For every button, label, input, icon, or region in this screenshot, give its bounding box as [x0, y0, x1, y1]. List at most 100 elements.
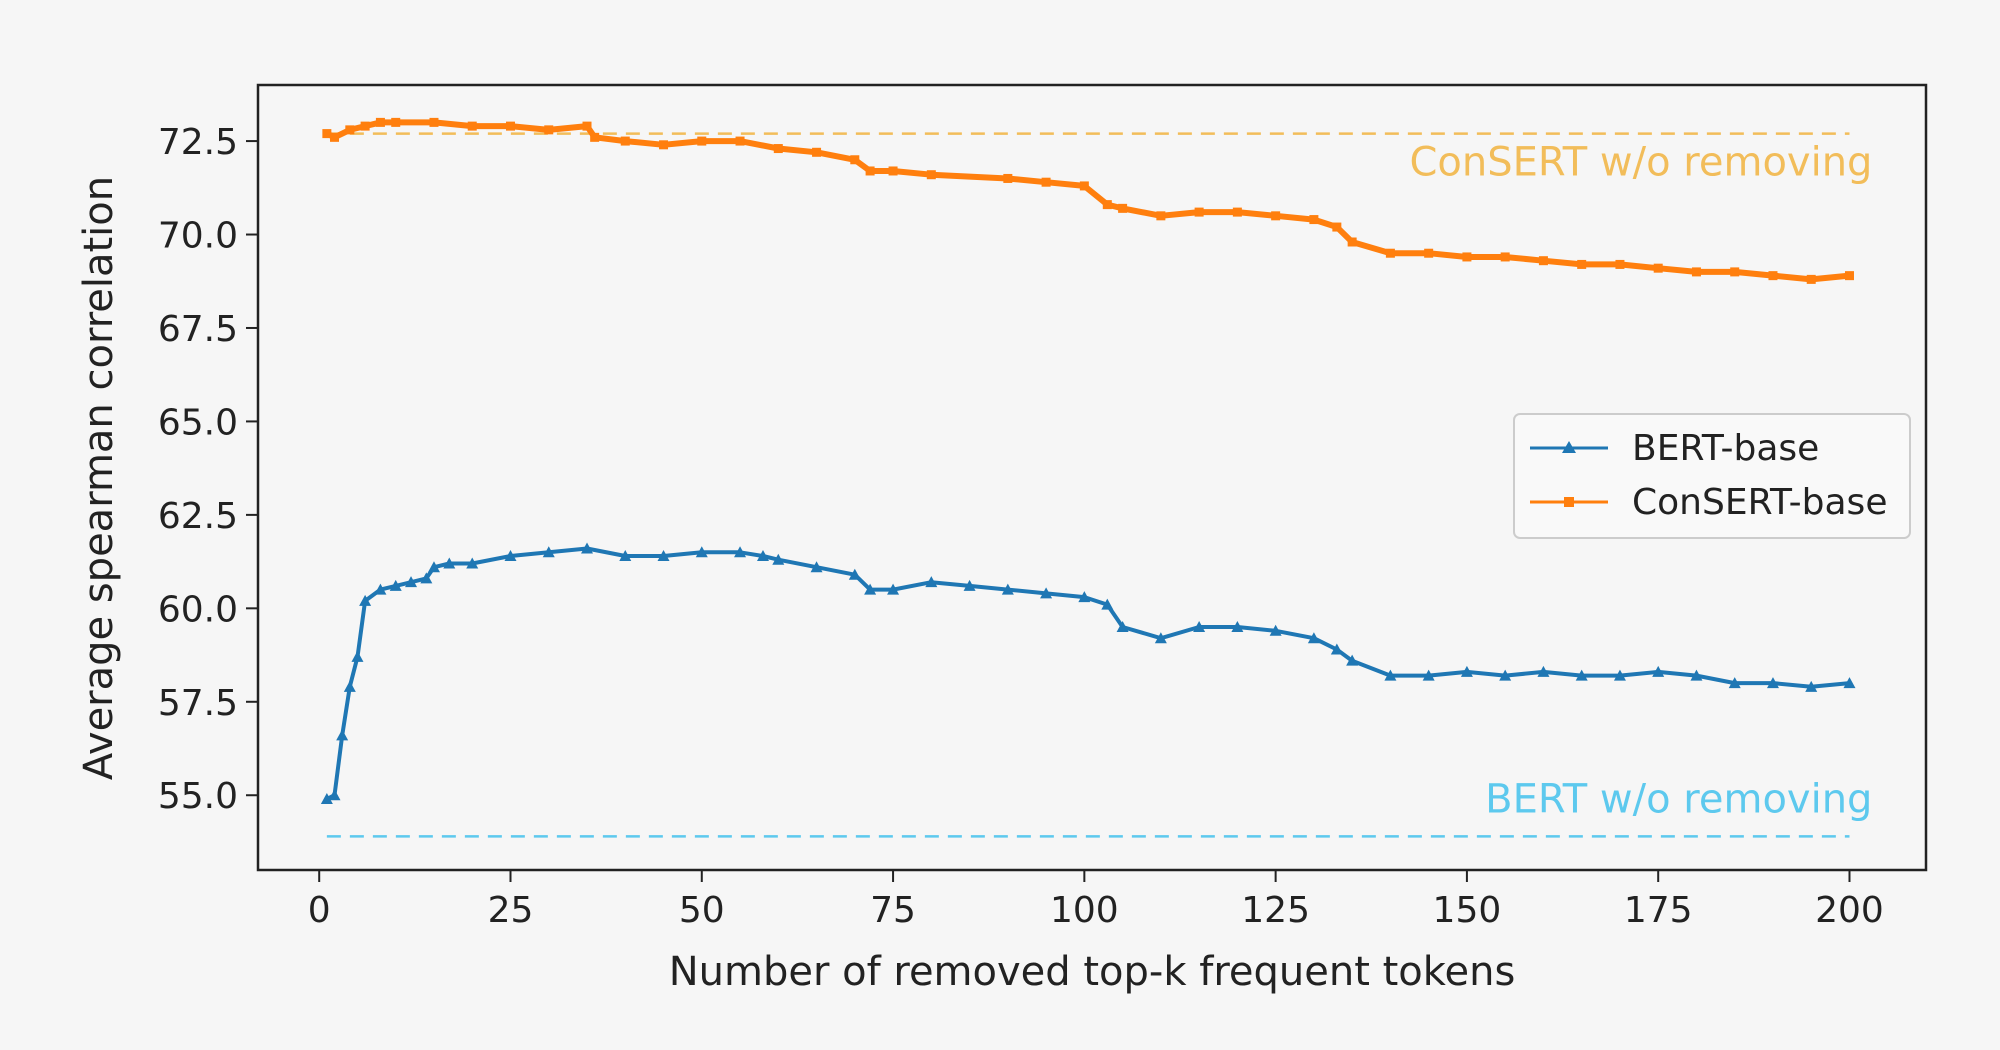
data-point: [1653, 263, 1663, 273]
data-point: [735, 136, 745, 146]
data-point: [1730, 267, 1740, 277]
data-point: [1844, 271, 1854, 281]
x-tick-label: 0: [308, 890, 331, 931]
data-point: [734, 546, 747, 558]
data-point: [389, 579, 402, 591]
data-point: [1003, 173, 1013, 183]
data-point: [391, 117, 401, 127]
data-point: [322, 129, 332, 139]
reference-lines: ConSERT w/o removing BERT w/o removing: [326, 132, 1872, 838]
data-point: [1805, 680, 1818, 692]
data-point: [659, 140, 669, 150]
y-tick-label: 57.5: [158, 683, 238, 724]
data-point: [697, 136, 707, 146]
data-point: [443, 557, 456, 569]
data-point: [1102, 200, 1112, 210]
data-point: [1613, 669, 1626, 681]
y-tick-label: 67.5: [158, 309, 238, 350]
data-point: [345, 125, 355, 135]
data-point: [1232, 207, 1242, 217]
x-tick-label: 100: [1050, 890, 1119, 931]
data-point: [1766, 677, 1779, 689]
data-point: [1384, 669, 1397, 681]
data-point: [1690, 669, 1703, 681]
x-tick-label: 75: [870, 890, 916, 931]
data-point: [1332, 222, 1342, 232]
data-point: [504, 550, 517, 561]
data-point: [1231, 621, 1244, 633]
data-point: [1040, 587, 1053, 599]
data-point: [429, 117, 439, 127]
x-tick-label: 150: [1433, 890, 1502, 931]
data-point: [1537, 665, 1550, 677]
series-layer: [320, 117, 1856, 804]
data-point: [1691, 267, 1701, 277]
data-point: [620, 136, 630, 146]
data-point: [888, 166, 898, 176]
x-tick-label: 25: [488, 890, 534, 931]
data-point: [925, 576, 938, 588]
data-point: [1269, 624, 1282, 636]
data-point: [1768, 271, 1778, 281]
data-point: [773, 144, 783, 154]
data-point: [375, 117, 385, 127]
data-point: [1309, 215, 1319, 225]
reference-label-bert-w-o-removing: BERT w/o removing: [1485, 776, 1872, 822]
data-point: [1193, 621, 1206, 633]
data-point: [864, 583, 877, 595]
data-point: [467, 121, 477, 131]
data-point: [1500, 252, 1510, 262]
data-point: [505, 121, 515, 131]
data-point: [1307, 632, 1320, 644]
legend-box: [1513, 413, 1911, 539]
plot-frame: [256, 83, 1928, 872]
data-point: [812, 147, 822, 157]
data-point: [1118, 203, 1128, 213]
reference-label-consert-w-o-removing: ConSERT w/o removing: [1409, 140, 1872, 186]
data-point: [850, 155, 860, 165]
legend-label-bert-base: BERT-base: [1632, 428, 1819, 469]
data-point: [1194, 207, 1204, 217]
data-point: [926, 170, 936, 180]
data-point: [581, 542, 594, 554]
data-point: [336, 729, 349, 741]
data-point: [582, 121, 592, 131]
y-axis-label: Average spearman correlation: [76, 176, 122, 780]
data-point: [1116, 621, 1129, 633]
y-tick-label: 60.0: [158, 589, 238, 630]
data-point: [1575, 669, 1588, 681]
data-point: [1079, 181, 1089, 191]
data-point: [343, 680, 356, 692]
data-point: [963, 579, 976, 591]
legend-marker-consert-base: [1564, 497, 1574, 507]
data-point: [1615, 259, 1625, 269]
data-point: [848, 568, 861, 580]
data-point: [351, 650, 364, 662]
x-tick-label: 175: [1624, 890, 1693, 931]
data-point: [359, 594, 372, 606]
legend-marker-bert-base: [1562, 441, 1576, 453]
data-point: [1728, 677, 1741, 689]
data-point: [1078, 591, 1091, 603]
y-tick-label: 70.0: [158, 216, 238, 257]
data-point: [772, 553, 785, 565]
x-tick-label: 125: [1241, 890, 1310, 931]
x-axis-label: Number of removed top-k frequent tokens: [669, 949, 1516, 995]
data-point: [1843, 677, 1856, 689]
data-point: [1462, 252, 1472, 262]
y-tick-label: 72.5: [158, 122, 238, 163]
data-point: [1271, 211, 1281, 221]
data-point: [1156, 211, 1166, 221]
data-point: [590, 132, 600, 142]
data-point: [1101, 598, 1114, 610]
data-point: [330, 132, 340, 142]
data-point: [865, 166, 875, 176]
data-point: [1330, 643, 1343, 655]
data-point: [1154, 632, 1167, 644]
y-tick-label: 55.0: [158, 776, 238, 817]
data-point: [1538, 256, 1548, 266]
data-point: [619, 550, 632, 561]
data-point: [1041, 177, 1051, 187]
x-tick-label: 200: [1815, 890, 1884, 931]
